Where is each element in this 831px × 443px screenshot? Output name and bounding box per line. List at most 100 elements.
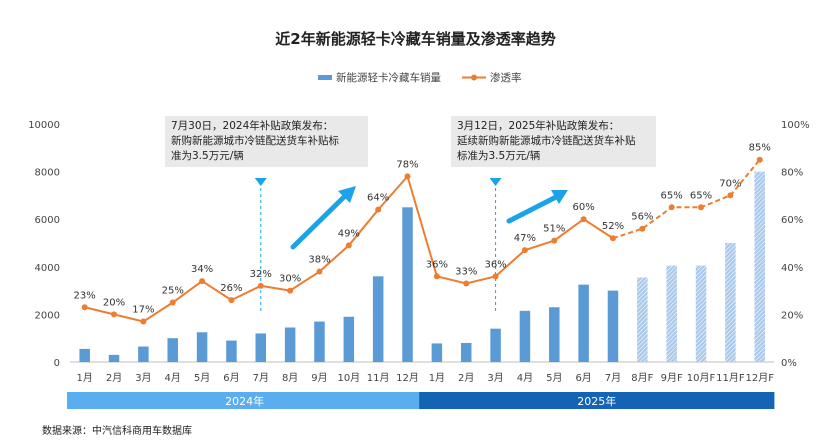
sales-bar: [637, 277, 648, 362]
y-left-tick-label: 10000: [28, 120, 60, 131]
penetration-data-label: 56%: [631, 212, 653, 223]
trend-arrow-2025: [506, 193, 561, 224]
x-tick-label: 9月F: [661, 372, 683, 384]
penetration-data-label: 49%: [338, 228, 360, 239]
policy-marker-triangle: [489, 178, 502, 186]
x-tick-label: 7月: [605, 372, 621, 384]
sales-bar: [549, 307, 560, 362]
y-right-tick-label: 80%: [781, 168, 803, 179]
annotation-2024-line-3: 准为3.5万元/辆: [171, 150, 244, 162]
sales-bar: [666, 265, 677, 362]
sales-bar: [695, 265, 707, 362]
sales-bar: [607, 290, 619, 362]
penetration-point: [375, 206, 382, 213]
penetration-point: [111, 311, 118, 318]
x-tick-label: 9月: [311, 372, 327, 384]
penetration-data-label: 65%: [690, 190, 712, 201]
penetration-data-label: 23%: [74, 290, 96, 301]
x-tick-label: 11月: [367, 372, 390, 384]
penetration-point: [639, 225, 646, 232]
penetration-point: [463, 280, 470, 287]
x-tick-label: 6月: [223, 372, 239, 384]
x-tick-label: 2月: [458, 372, 474, 384]
penetration-point: [609, 235, 616, 242]
penetration-data-label: 36%: [426, 259, 448, 270]
penetration-point: [492, 273, 499, 280]
annotation-2025-line-3: 标准为3.5万元/辆: [457, 150, 541, 162]
sales-bar: [754, 171, 765, 362]
sales-bar: [343, 316, 355, 362]
x-tick-label: 1月: [429, 372, 445, 384]
penetration-data-label: 64%: [367, 193, 389, 204]
x-tick-label: 11月F: [716, 372, 745, 384]
penetration-data-label: 70%: [719, 178, 741, 189]
y-left-tick-label: 0: [54, 358, 60, 369]
sales-bar: [138, 346, 149, 362]
x-tick-label: 8月: [282, 372, 298, 384]
policy-marker-triangle: [254, 178, 267, 186]
year-band: [67, 392, 423, 409]
annotation-2025-policy: 3月12日，2025年补贴政策发布： 延续新购新能源城市冷链配送货车补贴 标准为…: [451, 116, 656, 167]
penetration-point: [698, 204, 705, 211]
penetration-point: [287, 287, 294, 294]
x-tick-label: 10月F: [687, 372, 716, 384]
penetration-data-label: 20%: [103, 297, 125, 308]
legend: 新能源轻卡冷藏车销量 渗透率: [318, 71, 522, 84]
x-tick-label: 8月F: [631, 372, 653, 384]
penetration-point: [404, 173, 411, 180]
penetration-data-label: 65%: [661, 190, 683, 201]
trend-arrow-2024-head: [338, 186, 356, 203]
sales-bar: [284, 327, 296, 362]
trend-arrow-2024: [290, 193, 348, 250]
sales-bar: [578, 284, 589, 362]
penetration-data-label: 85%: [749, 143, 771, 154]
y-right-tick-label: 40%: [781, 263, 803, 274]
sales-bar: [226, 340, 237, 362]
penetration-point: [257, 282, 264, 289]
sales-bar: [460, 342, 472, 362]
penetration-point: [316, 268, 323, 275]
x-tick-label: 6月: [575, 372, 591, 384]
penetration-data-label: 60%: [573, 202, 595, 213]
penetration-data-label: 78%: [396, 159, 418, 170]
x-tick-label: 5月: [194, 372, 210, 384]
x-tick-label: 5月: [546, 372, 562, 384]
penetration-data-label: 34%: [191, 264, 213, 275]
trend-arrow-2025-head: [551, 190, 568, 204]
legend-bar-label: 新能源轻卡冷藏车销量: [336, 71, 441, 84]
sales-bar: [108, 354, 120, 362]
annotation-2025-line-1: 3月12日，2025年补贴政策发布：: [457, 120, 620, 132]
penetration-point: [551, 237, 558, 244]
x-tick-label: 3月: [135, 372, 151, 384]
sales-bar: [79, 348, 90, 362]
annotation-2024-policy: 7月30日，2024年补贴政策发布： 新购新能源城市冷链配送货车补贴标 准为3.…: [165, 116, 368, 167]
year-band-label: 2024年: [225, 394, 264, 408]
sales-bar: [519, 310, 531, 362]
y-right-tick-label: 60%: [781, 215, 803, 226]
year-band-label: 2025年: [577, 394, 616, 408]
year-band: [419, 392, 775, 409]
penetration-data-label: 33%: [455, 266, 477, 277]
penetration-data-label: 25%: [162, 286, 184, 297]
x-tick-label: 3月: [487, 372, 503, 384]
penetration-point: [521, 247, 528, 254]
y-left-tick-label: 2000: [35, 310, 60, 321]
penetration-data-label: 51%: [543, 224, 565, 235]
legend-line-marker: [471, 74, 477, 81]
penetration-data-label: 52%: [602, 221, 624, 232]
sales-bar: [402, 207, 413, 362]
penetration-point: [169, 299, 176, 306]
chart-title: 近2年新能源轻卡冷藏车销量及渗透率趋势: [275, 30, 556, 48]
penetration-point: [228, 297, 235, 304]
penetration-point: [727, 192, 734, 199]
penetration-data-label: 47%: [514, 233, 536, 244]
source-note: 数据来源：中汽信科商用车数据库: [42, 426, 192, 437]
penetration-point: [668, 204, 675, 211]
sales-bar: [725, 243, 736, 362]
x-tick-label: 4月: [165, 372, 181, 384]
penetration-point: [199, 278, 206, 285]
penetration-point: [81, 304, 88, 311]
legend-line-label: 渗透率: [490, 71, 522, 84]
annotation-2024-line-1: 7月30日，2024年补贴政策发布：: [171, 120, 334, 132]
